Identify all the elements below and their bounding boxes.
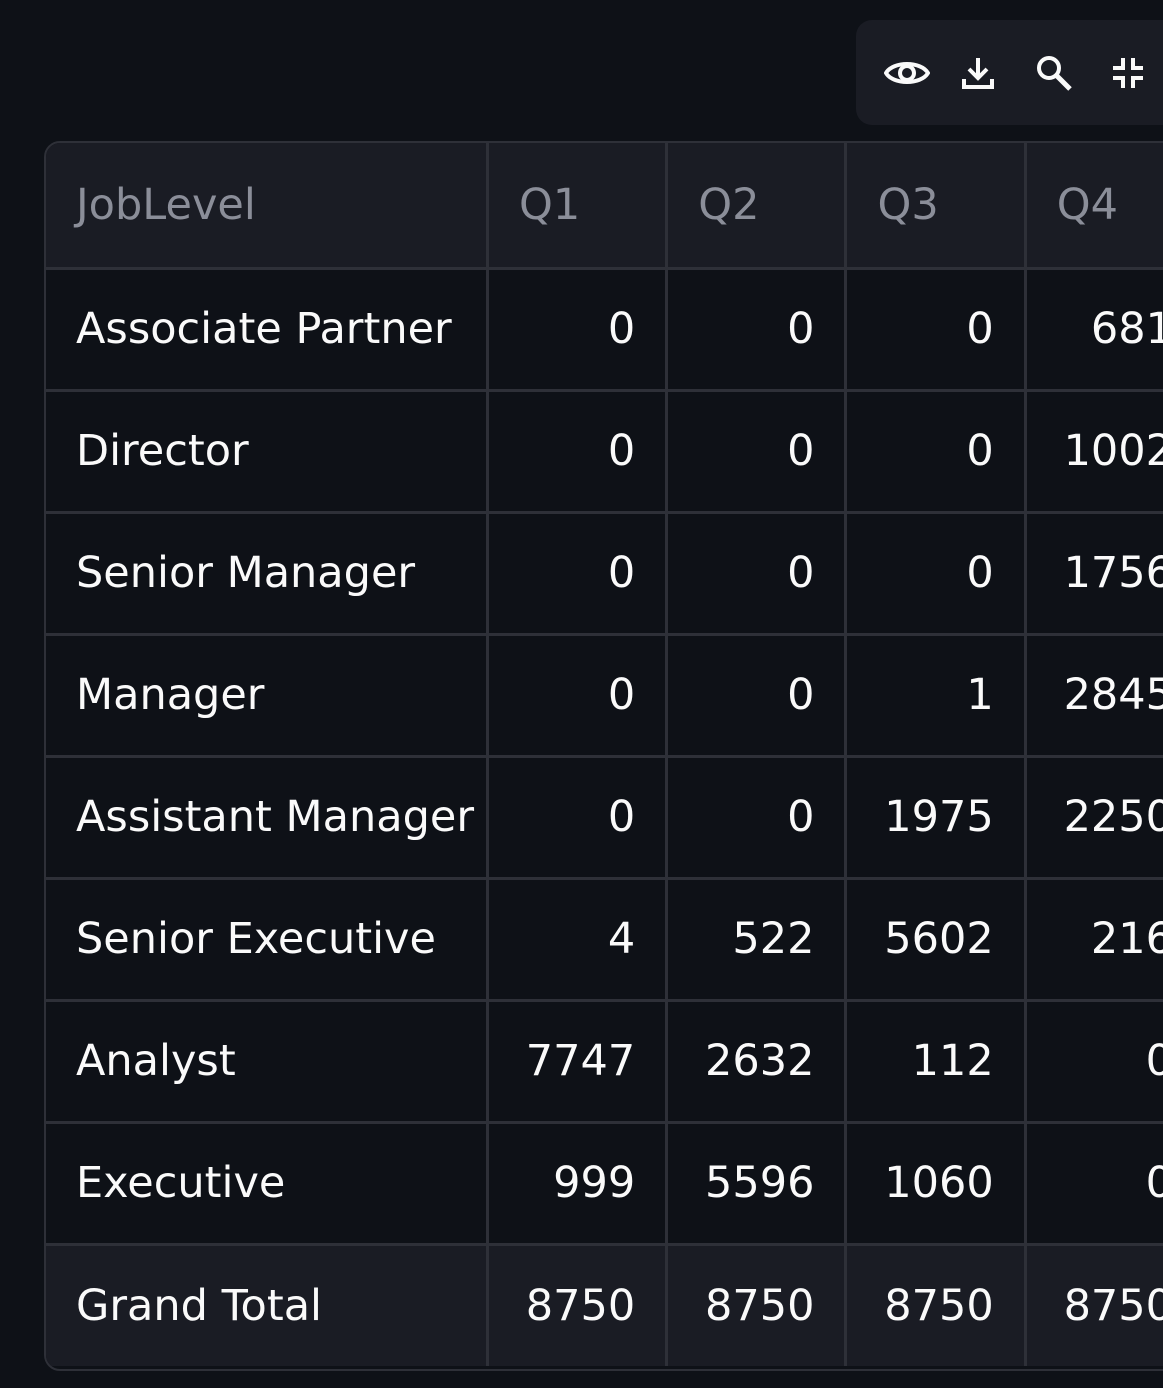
row-label[interactable]: Director [46, 390, 489, 514]
table-cell[interactable]: 522 [666, 878, 848, 1002]
collapse-icon [1112, 57, 1143, 88]
table-cell[interactable]: 0 [666, 634, 848, 758]
table-cell[interactable]: 0 [487, 634, 669, 758]
table-cell[interactable]: 0 [845, 512, 1027, 636]
eye-icon [884, 61, 930, 84]
table-cell[interactable]: 8750 [666, 1244, 848, 1366]
table-cell[interactable]: 2632 [666, 1000, 848, 1124]
table-row: Analyst 7747 2632 112 0 [46, 1000, 1163, 1124]
pivot-table: JobLevel Q1 Q2 Q3 Q4 Associate Partner 0… [46, 143, 1163, 1366]
search-icon [1037, 55, 1072, 91]
table-cell[interactable]: 8750 [487, 1244, 669, 1366]
table-row: Senior Manager 0 0 0 1756 [46, 512, 1163, 636]
table-cell[interactable]: 1060 [845, 1122, 1027, 1246]
row-label[interactable]: Executive [46, 1122, 489, 1246]
row-label[interactable]: Associate Partner [46, 268, 489, 392]
table-cell[interactable]: 0 [666, 268, 848, 392]
search-button[interactable] [1035, 43, 1111, 103]
header-row: JobLevel Q1 Q2 Q3 Q4 [46, 143, 1163, 270]
table-cell[interactable]: 216 [1025, 878, 1163, 1002]
table-cell[interactable]: 0 [845, 268, 1027, 392]
table-cell[interactable]: 0 [666, 512, 848, 636]
row-label[interactable]: Grand Total [46, 1244, 489, 1366]
table-cell[interactable]: 0 [845, 390, 1027, 514]
grand-total-row: Grand Total 8750 8750 8750 8750 [46, 1244, 1163, 1366]
table-row: Senior Executive 4 522 5602 216 [46, 878, 1163, 1002]
table-cell[interactable]: 0 [487, 390, 669, 514]
column-header-q4[interactable]: Q4 [1025, 143, 1163, 270]
download-icon [961, 57, 994, 89]
table-cell[interactable]: 1756 [1025, 512, 1163, 636]
table-cell[interactable]: 7747 [487, 1000, 669, 1124]
table-cell[interactable]: 0 [487, 512, 669, 636]
row-label[interactable]: Senior Manager [46, 512, 489, 636]
table-cell[interactable]: 1002 [1025, 390, 1163, 514]
table-cell[interactable]: 2250 [1025, 756, 1163, 880]
row-label[interactable]: Senior Executive [46, 878, 489, 1002]
table-cell[interactable]: 2845 [1025, 634, 1163, 758]
dataframe-grid: JobLevel Q1 Q2 Q3 Q4 Associate Partner 0… [44, 141, 1163, 1371]
table-cell[interactable]: 0 [666, 390, 848, 514]
table-row: Manager 0 0 1 2845 [46, 634, 1163, 758]
column-header-joblevel[interactable]: JobLevel [46, 143, 489, 270]
table-cell[interactable]: 8750 [845, 1244, 1027, 1366]
table-cell[interactable]: 1975 [845, 756, 1027, 880]
table-cell[interactable]: 4 [487, 878, 669, 1002]
row-label[interactable]: Analyst [46, 1000, 489, 1124]
table-row: Associate Partner 0 0 0 681 [46, 268, 1163, 392]
table-cell[interactable]: 0 [487, 268, 669, 392]
table-row: Director 0 0 0 1002 [46, 390, 1163, 514]
table-cell[interactable]: 8750 [1025, 1244, 1163, 1366]
dataframe-toolbar [856, 20, 1163, 125]
table-row: Assistant Manager 0 0 1975 2250 [46, 756, 1163, 880]
table-cell[interactable]: 112 [845, 1000, 1027, 1124]
download-button[interactable] [960, 43, 1036, 103]
table-row: Executive 999 5596 1060 0 [46, 1122, 1163, 1246]
column-header-q1[interactable]: Q1 [487, 143, 669, 270]
show-hide-columns-button[interactable] [884, 43, 960, 103]
column-header-q3[interactable]: Q3 [845, 143, 1027, 270]
table-cell[interactable]: 5602 [845, 878, 1027, 1002]
table-cell[interactable]: 0 [487, 756, 669, 880]
table-cell[interactable]: 0 [666, 756, 848, 880]
row-label[interactable]: Assistant Manager [46, 756, 489, 880]
table-cell[interactable]: 681 [1025, 268, 1163, 392]
table-cell[interactable]: 0 [1025, 1122, 1163, 1246]
column-header-q2[interactable]: Q2 [666, 143, 848, 270]
table-cell[interactable]: 5596 [666, 1122, 848, 1246]
table-cell[interactable]: 1 [845, 634, 1027, 758]
table-cell[interactable]: 0 [1025, 1000, 1163, 1124]
table-cell[interactable]: 999 [487, 1122, 669, 1246]
row-label[interactable]: Manager [46, 634, 489, 758]
fullscreen-button[interactable] [1111, 43, 1163, 103]
